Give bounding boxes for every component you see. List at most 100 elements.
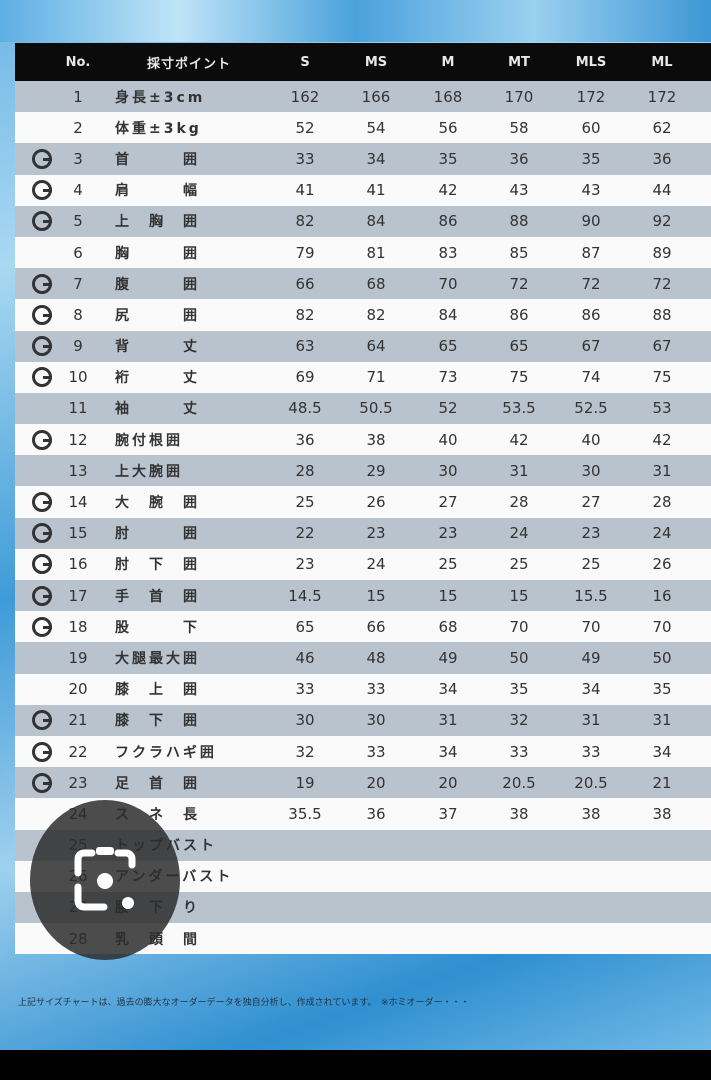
size-value: 25 xyxy=(295,493,315,512)
table-row: 15 肘 囲 22 23 23 24 23 24 xyxy=(15,517,711,549)
size-value: 162 xyxy=(290,87,320,106)
size-value: 35 xyxy=(509,680,529,699)
size-value: 28 xyxy=(295,461,315,480)
size-value: 32 xyxy=(295,742,315,761)
size-value: 54 xyxy=(366,118,386,137)
size-value xyxy=(561,892,621,923)
size-value: 50 xyxy=(652,648,672,667)
measurement-point: 袖 丈 xyxy=(115,401,200,418)
size-value: 58 xyxy=(509,118,529,137)
size-value xyxy=(489,830,549,861)
size-value: 38 xyxy=(652,804,672,823)
google-lens-button[interactable] xyxy=(30,800,180,960)
table-row: 17 手 首 囲 14.5 15 15 15 15.5 16 xyxy=(15,580,711,612)
size-value: 24 xyxy=(652,524,672,543)
size-value: 85 xyxy=(509,243,529,262)
table-row: 5 上 胸 囲 82 84 86 88 90 92 xyxy=(15,205,711,237)
size-value: 172 xyxy=(647,87,677,106)
size-value: 20.5 xyxy=(574,773,608,792)
row-number: 21 xyxy=(68,711,88,730)
row-number: 17 xyxy=(68,586,88,605)
g-mark-icon xyxy=(29,518,55,549)
measurement-point: 上 胸 囲 xyxy=(115,214,200,231)
size-value: 65 xyxy=(509,337,529,356)
row-number: 4 xyxy=(73,181,83,200)
size-value: 52.5 xyxy=(574,399,608,418)
g-mark-icon xyxy=(29,486,55,517)
size-value: 168 xyxy=(433,87,463,106)
size-value: 35.5 xyxy=(288,804,322,823)
size-value: 37 xyxy=(438,804,458,823)
row-number: 16 xyxy=(68,555,88,574)
row-number: 9 xyxy=(73,337,83,356)
table-header: No. 採寸ポイント S MS M MT MLS ML xyxy=(15,43,711,81)
g-mark-icon xyxy=(29,580,55,611)
g-mark-icon xyxy=(29,299,55,330)
measurement-point: 肘 囲 xyxy=(115,526,200,543)
size-value: 31 xyxy=(509,461,529,480)
size-value: 67 xyxy=(652,337,672,356)
size-value xyxy=(632,830,692,861)
size-value: 84 xyxy=(438,305,458,324)
size-value: 75 xyxy=(509,368,529,387)
size-value: 86 xyxy=(581,305,601,324)
size-value: 23 xyxy=(366,524,386,543)
size-value: 34 xyxy=(581,680,601,699)
size-value: 30 xyxy=(581,461,601,480)
size-value: 38 xyxy=(581,804,601,823)
g-mark-icon xyxy=(29,611,55,642)
measurement-point: 身長±3cm xyxy=(115,89,206,106)
size-value: 88 xyxy=(652,305,672,324)
size-value: 40 xyxy=(581,430,601,449)
size-value xyxy=(561,830,621,861)
size-value: 42 xyxy=(652,430,672,449)
row-number: 22 xyxy=(68,742,88,761)
size-value xyxy=(275,861,335,892)
row-number: 20 xyxy=(68,680,88,699)
size-value: 52 xyxy=(295,118,315,137)
size-value: 72 xyxy=(581,274,601,293)
row-number: 14 xyxy=(68,493,88,512)
size-value: 22 xyxy=(295,524,315,543)
header-size-s: S xyxy=(300,54,310,70)
size-value: 53 xyxy=(652,399,672,418)
size-value: 25 xyxy=(581,555,601,574)
size-value: 26 xyxy=(652,555,672,574)
size-value: 170 xyxy=(504,87,534,106)
table-row: 13 上大腕囲 28 29 30 31 30 31 xyxy=(15,455,711,487)
table-row: 8 尻 囲 82 82 84 86 86 88 xyxy=(15,299,711,331)
row-number: 8 xyxy=(73,305,83,324)
row-number: 19 xyxy=(68,648,88,667)
size-value: 60 xyxy=(581,118,601,137)
size-value: 33 xyxy=(366,742,386,761)
size-value: 30 xyxy=(438,461,458,480)
row-number: 5 xyxy=(73,212,83,231)
size-value xyxy=(275,830,335,861)
size-value: 49 xyxy=(438,648,458,667)
size-value: 79 xyxy=(295,243,315,262)
table-row: 6 胸 囲 79 81 83 85 87 89 xyxy=(15,236,711,269)
measurement-point: 背 丈 xyxy=(115,339,200,356)
header-size-ml: ML xyxy=(651,54,673,70)
size-value: 88 xyxy=(509,212,529,231)
size-value: 43 xyxy=(509,181,529,200)
size-value: 40 xyxy=(438,430,458,449)
size-value: 27 xyxy=(581,493,601,512)
size-value: 82 xyxy=(366,305,386,324)
header-size-m: M xyxy=(441,54,455,70)
size-value: 44 xyxy=(652,181,672,200)
header-size-ms: MS xyxy=(364,54,388,70)
size-value: 31 xyxy=(652,461,672,480)
g-mark-icon xyxy=(29,206,55,237)
size-value xyxy=(346,861,406,892)
size-value: 33 xyxy=(581,742,601,761)
size-value: 70 xyxy=(652,617,672,636)
size-value: 30 xyxy=(295,711,315,730)
row-number: 23 xyxy=(68,773,88,792)
size-value: 36 xyxy=(295,430,315,449)
table-row: 12 腕付根囲 36 38 40 42 40 42 xyxy=(15,424,711,456)
size-value: 65 xyxy=(438,337,458,356)
size-value: 23 xyxy=(581,524,601,543)
size-value: 38 xyxy=(509,804,529,823)
table-row: 10 裄 丈 69 71 73 75 74 75 xyxy=(15,361,711,393)
